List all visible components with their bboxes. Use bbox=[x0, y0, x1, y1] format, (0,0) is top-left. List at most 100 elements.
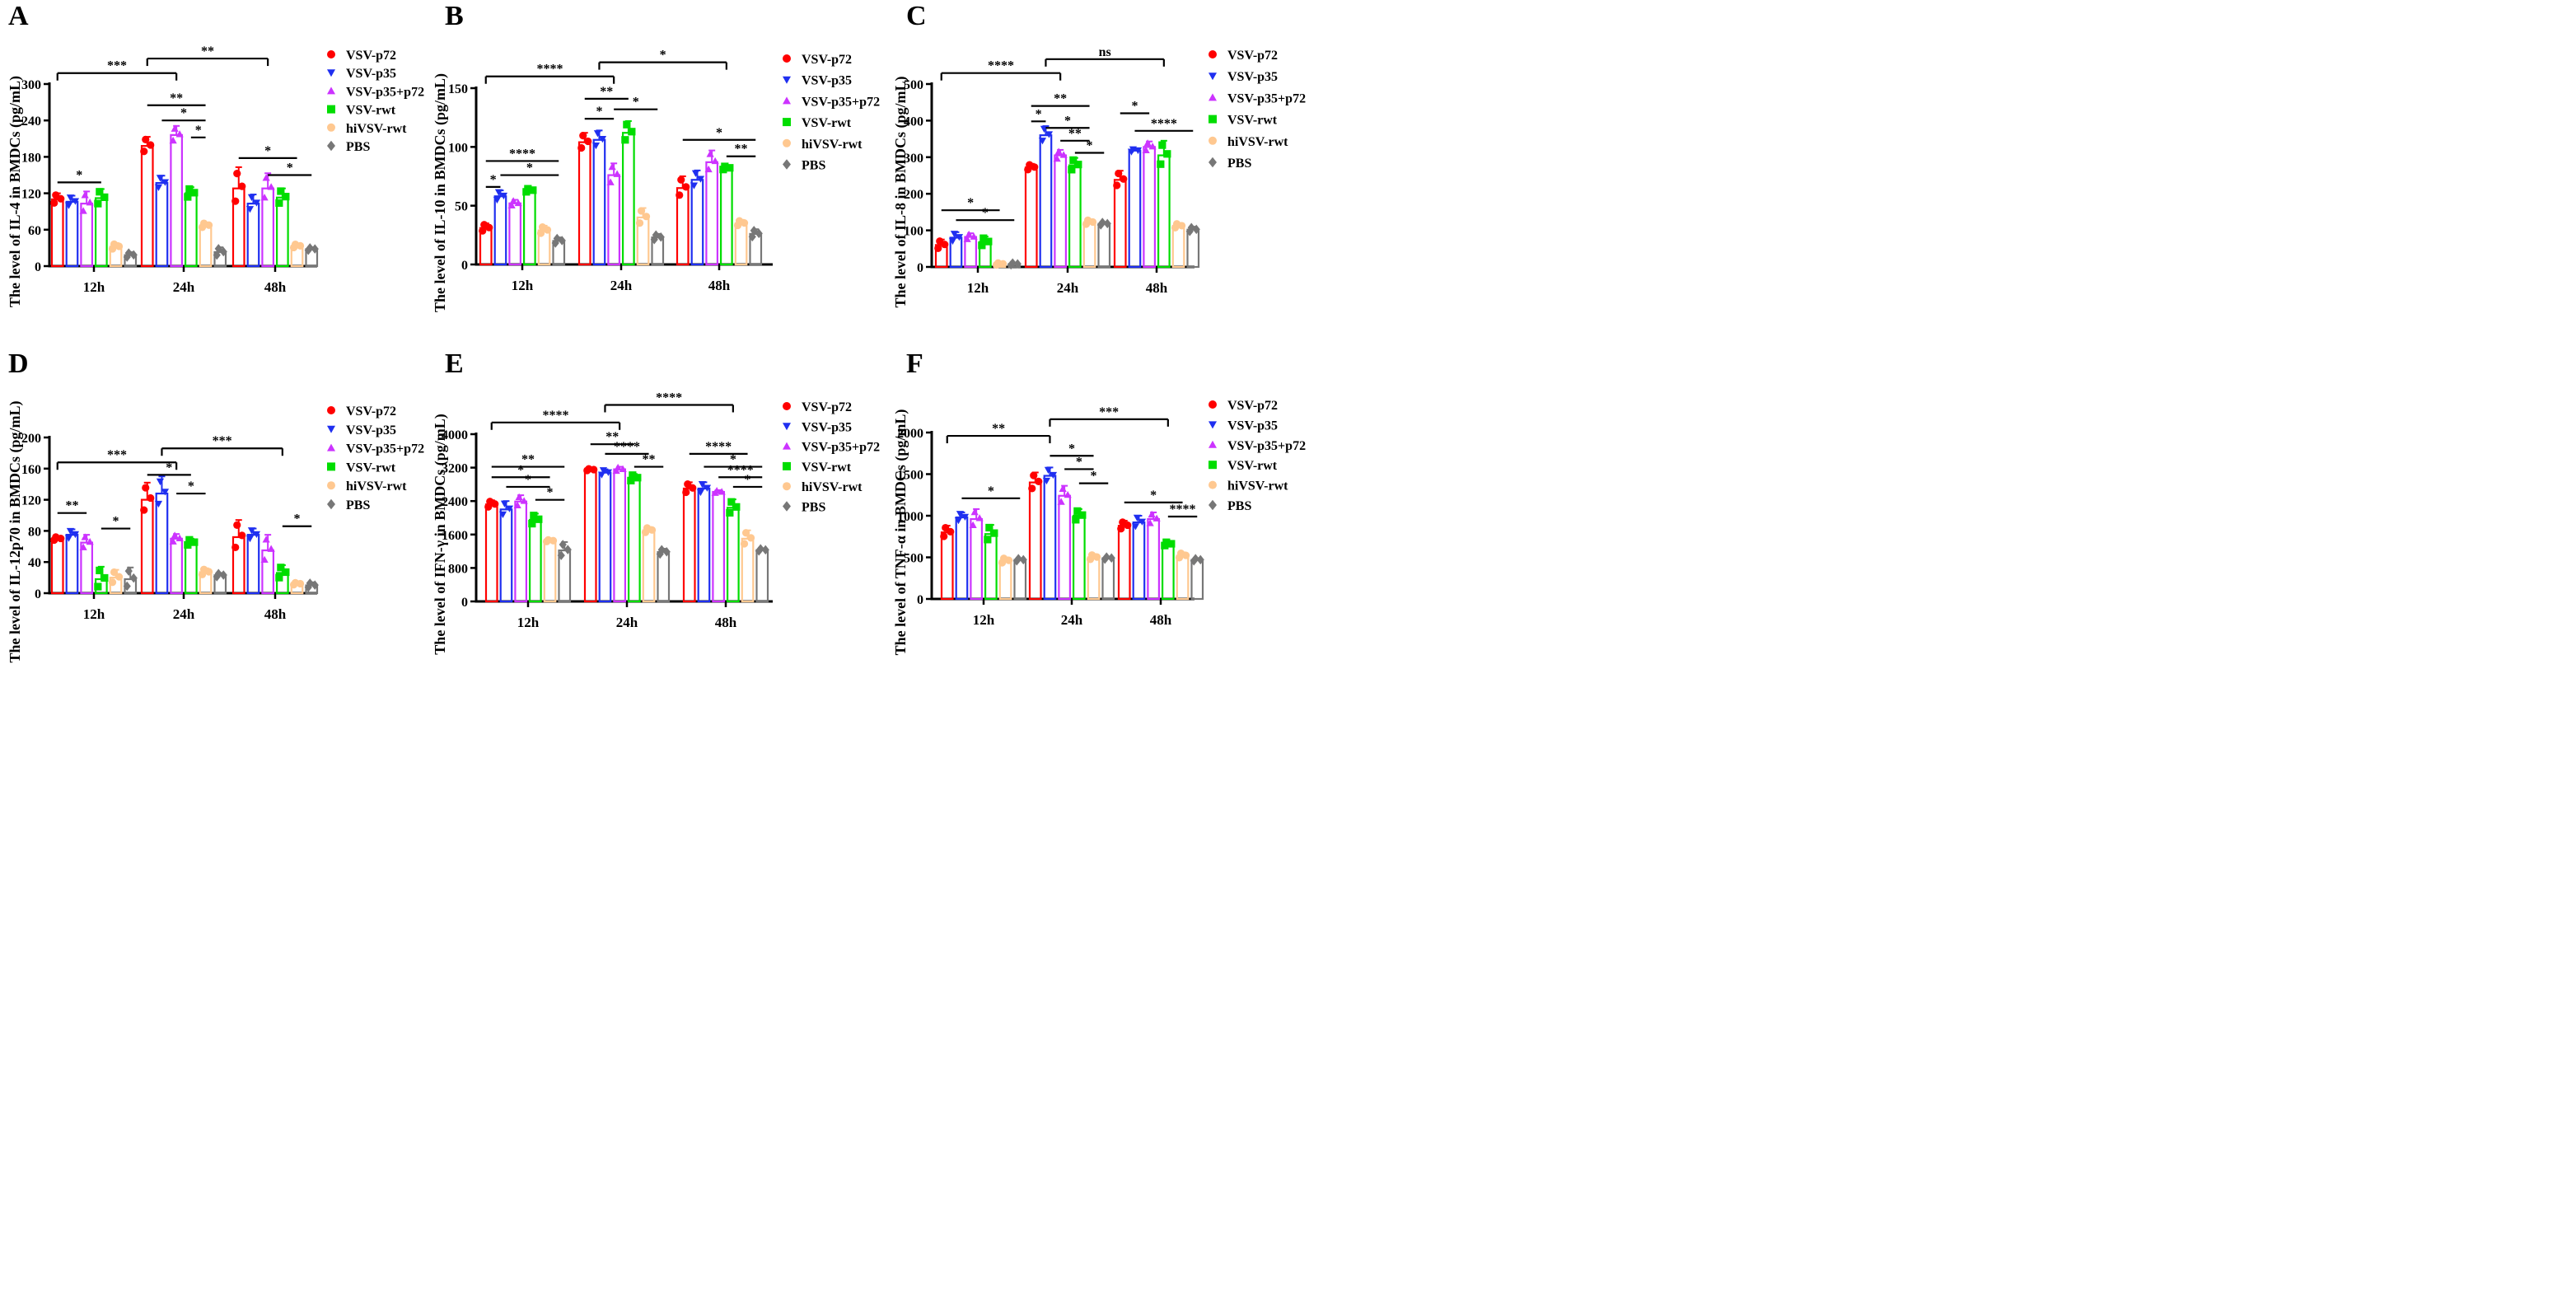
legend-label: VSV-p72 bbox=[802, 53, 852, 67]
data-point bbox=[1028, 484, 1036, 493]
bar bbox=[682, 487, 696, 603]
legend-label: VSV-p72 bbox=[1227, 399, 1278, 413]
data-point bbox=[558, 236, 566, 246]
bar bbox=[734, 222, 748, 266]
data-point bbox=[619, 465, 627, 473]
y-tick-label: 120 bbox=[21, 494, 41, 508]
significance-label: * bbox=[195, 124, 202, 138]
legend-marker bbox=[1209, 93, 1217, 101]
data-point bbox=[123, 581, 131, 592]
data-point bbox=[1103, 218, 1111, 229]
data-point bbox=[81, 533, 89, 540]
data-point bbox=[252, 199, 261, 207]
bar bbox=[1087, 556, 1101, 601]
significance-label: * bbox=[547, 486, 554, 500]
data-point bbox=[1064, 490, 1072, 498]
bar bbox=[514, 500, 528, 603]
legend-label: VSV-rwt bbox=[802, 461, 852, 475]
legend-marker bbox=[327, 105, 335, 114]
legend-marker bbox=[327, 481, 335, 490]
legend-label: hiVSV-rwt bbox=[346, 122, 407, 136]
bar bbox=[583, 469, 597, 603]
legend-label: hiVSV-rwt bbox=[802, 138, 863, 152]
significance-label: **** bbox=[705, 440, 732, 454]
bar bbox=[276, 196, 289, 268]
data-point bbox=[706, 150, 714, 157]
data-point bbox=[214, 568, 222, 579]
legend-label: VSV-p35 bbox=[1227, 70, 1278, 84]
panel-F: F The level of TNF-α in BMDCs (pg/mL) 0 500… bbox=[892, 348, 1306, 655]
legend-marker bbox=[327, 87, 335, 95]
data-point bbox=[233, 170, 241, 178]
data-point bbox=[505, 505, 514, 512]
y-tick-label: 200 bbox=[904, 188, 923, 202]
legend-marker bbox=[327, 462, 335, 471]
bar bbox=[50, 537, 64, 595]
data-point bbox=[71, 531, 80, 539]
legend-label: VSV-p72 bbox=[346, 49, 396, 63]
data-point bbox=[219, 570, 227, 580]
bar bbox=[607, 174, 621, 266]
data-point bbox=[613, 170, 621, 177]
data-point bbox=[954, 517, 963, 525]
data-point bbox=[543, 226, 552, 234]
bar bbox=[65, 200, 79, 268]
data-point bbox=[142, 135, 150, 144]
data-point bbox=[124, 566, 133, 576]
data-point bbox=[296, 579, 305, 588]
data-point bbox=[1044, 466, 1053, 475]
legend-marker bbox=[783, 442, 791, 450]
data-point bbox=[940, 532, 948, 540]
data-point bbox=[718, 488, 726, 495]
bar bbox=[1171, 225, 1185, 269]
data-point bbox=[1177, 222, 1186, 230]
data-point bbox=[204, 221, 213, 229]
legend-label: PBS bbox=[346, 140, 370, 154]
data-point bbox=[513, 501, 521, 508]
bar bbox=[199, 224, 213, 268]
x-tick-label: 12h bbox=[512, 278, 534, 293]
bar bbox=[690, 179, 704, 266]
bar bbox=[726, 507, 740, 603]
data-point bbox=[950, 231, 959, 238]
data-point bbox=[142, 484, 150, 492]
significance-label: *** bbox=[107, 59, 127, 73]
significance-label: * bbox=[745, 473, 751, 487]
data-point bbox=[252, 531, 261, 538]
x-tick-label: 48h bbox=[708, 278, 731, 293]
data-point bbox=[691, 170, 700, 177]
y-tick-label: 100 bbox=[448, 141, 468, 155]
legend-marker bbox=[327, 443, 335, 451]
significance-label: ** bbox=[521, 453, 535, 467]
significance-label: **** bbox=[727, 463, 754, 477]
bar bbox=[140, 145, 154, 268]
y-tick-label: 1600 bbox=[442, 529, 468, 543]
legend-marker bbox=[783, 54, 791, 63]
data-point bbox=[233, 521, 241, 530]
legend-label: VSV-p35+p72 bbox=[802, 95, 880, 109]
data-point bbox=[57, 534, 65, 543]
y-axis-label: The level of IL-8 in BMDCs (pg/mL) bbox=[892, 76, 909, 307]
data-point bbox=[529, 186, 537, 194]
legend-label: PBS bbox=[802, 159, 825, 173]
data-point bbox=[1072, 516, 1080, 524]
legend-label: VSV-p35 bbox=[802, 74, 852, 88]
legend-marker bbox=[1209, 136, 1217, 145]
data-point bbox=[682, 183, 690, 191]
data-point bbox=[563, 545, 572, 554]
data-point bbox=[147, 141, 155, 149]
data-point bbox=[1098, 218, 1106, 227]
data-point bbox=[579, 132, 587, 140]
data-point bbox=[1131, 523, 1140, 531]
x-tick-label: 12h bbox=[517, 615, 540, 630]
x-tick-label: 12h bbox=[973, 612, 995, 628]
data-point bbox=[557, 550, 565, 560]
legend-label: VSV-p35 bbox=[346, 423, 396, 437]
data-point bbox=[1068, 166, 1076, 174]
data-point bbox=[262, 536, 270, 543]
y-tick-label: 80 bbox=[28, 525, 41, 539]
bar bbox=[592, 138, 606, 266]
data-point bbox=[57, 194, 65, 203]
panel-letter: A bbox=[8, 1, 29, 31]
